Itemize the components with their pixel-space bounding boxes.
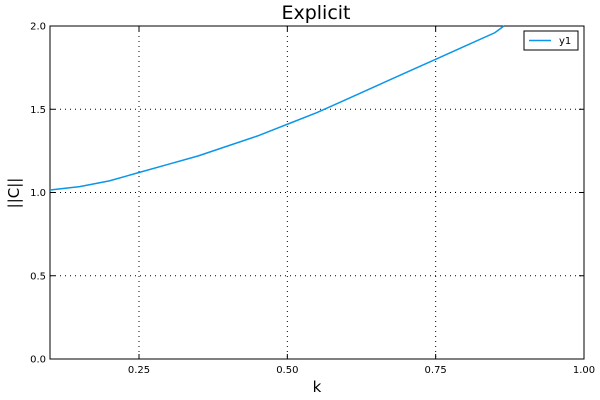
x-tick-label: 0.75 bbox=[425, 365, 447, 376]
x-axis-label: k bbox=[313, 378, 322, 396]
grid bbox=[50, 25, 585, 360]
y-tick-label: 1.0 bbox=[30, 188, 46, 199]
x-tick-label: 1.00 bbox=[573, 365, 595, 376]
x-tick-label: 0.50 bbox=[276, 365, 298, 376]
series-layer bbox=[49, 25, 505, 191]
legend: y1 bbox=[523, 30, 579, 51]
y-axis-label: ||C|| bbox=[5, 178, 23, 209]
y-tick-label: 0.0 bbox=[30, 355, 46, 366]
y-tick-label: 0.5 bbox=[30, 271, 46, 282]
legend-label-y1: y1 bbox=[559, 36, 571, 47]
x-tick-label: 0.25 bbox=[128, 365, 150, 376]
chart-title: Explicit bbox=[281, 2, 350, 24]
y-tick-label: 2.0 bbox=[30, 22, 46, 33]
y-tick-label: 1.5 bbox=[30, 105, 46, 116]
series-line-y1 bbox=[49, 25, 505, 191]
axis-ticks: 0.25 0.50 0.75 1.00 0.0 0.5 1.0 1.5 2.0 bbox=[30, 22, 595, 377]
